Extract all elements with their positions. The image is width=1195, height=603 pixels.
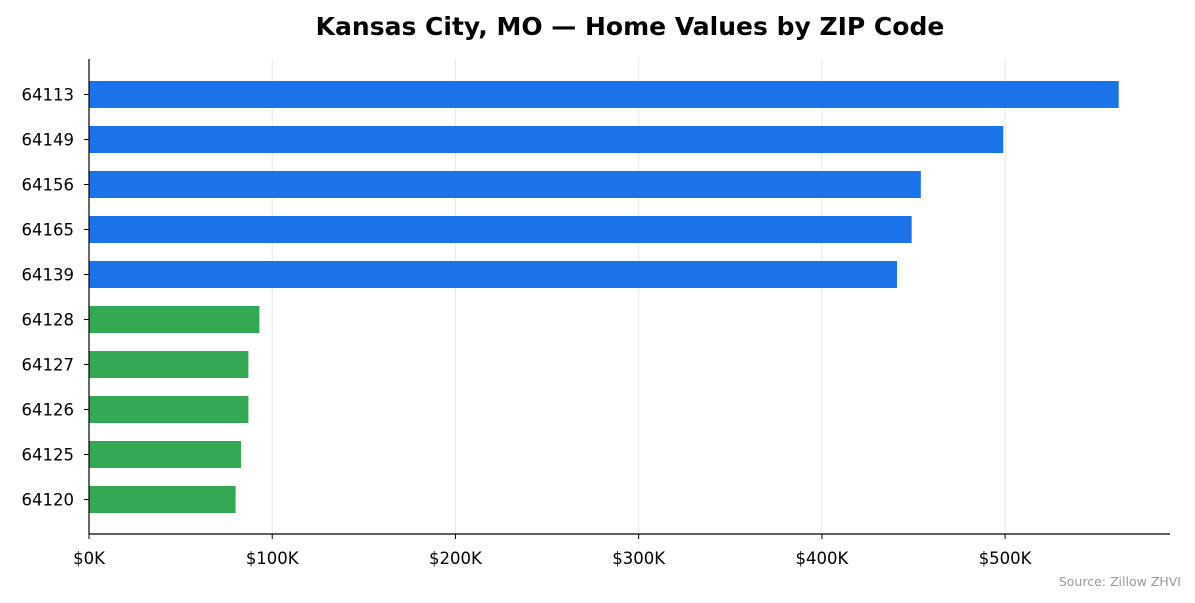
y-tick-label-64126: 64126	[22, 401, 75, 420]
x-tick-label: $400K	[795, 549, 849, 568]
y-tick-label-64125: 64125	[22, 446, 75, 465]
x-tick-label: $0K	[73, 549, 106, 568]
axes	[88, 59, 1170, 535]
y-tick-label-64165: 64165	[22, 221, 75, 240]
source-note: Source: Zillow ZHVI	[1059, 574, 1181, 589]
bar-64165	[89, 216, 912, 243]
y-tick-labels: 64113 64149 64156 64165 64139 64128 64127 64126…	[22, 86, 89, 510]
bar-64113	[89, 81, 1119, 108]
x-tick-label: $100K	[246, 549, 300, 568]
bar-64126	[89, 396, 249, 423]
x-tick-label: $500K	[979, 549, 1033, 568]
bar-64120	[89, 486, 236, 513]
bar-64139	[89, 261, 898, 288]
y-tick-label-64113: 64113	[22, 86, 75, 105]
y-tick-label-64149: 64149	[22, 131, 75, 150]
x-tick-label: $300K	[612, 549, 666, 568]
bar-64156	[89, 171, 921, 198]
bars	[89, 81, 1119, 513]
y-tick-label-64156: 64156	[22, 176, 75, 195]
chart-title: Kansas City, MO — Home Values by ZIP Cod…	[316, 12, 945, 41]
x-tick-labels: $0K $100K $200K $300K $400K $500K	[73, 534, 1033, 568]
bar-64127	[89, 351, 249, 378]
x-tick-label: $200K	[429, 549, 483, 568]
y-tick-label-64128: 64128	[22, 311, 75, 330]
y-tick-label-64120: 64120	[22, 491, 75, 510]
y-tick-label-64127: 64127	[22, 356, 75, 375]
bar-64149	[89, 126, 1004, 153]
bar-64128	[89, 306, 260, 333]
bar-64125	[89, 441, 242, 468]
y-tick-label-64139: 64139	[22, 266, 75, 285]
